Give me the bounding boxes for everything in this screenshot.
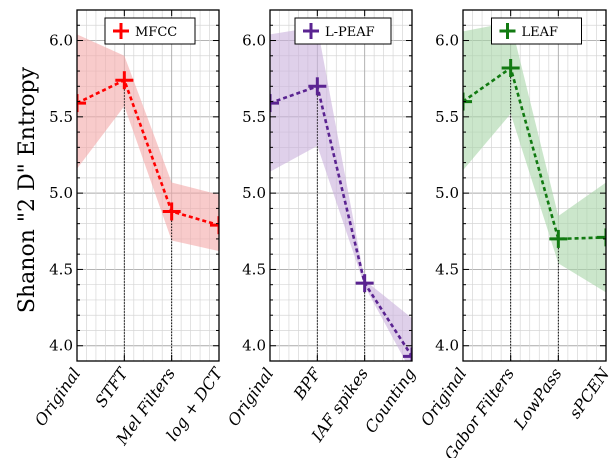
y-tick-label: 5.0 [435,184,459,202]
x-tick-label: sPCEN [565,364,610,422]
data-point [77,94,86,113]
legend: MFCC [104,17,196,45]
y-tick-label: 4.0 [242,337,266,355]
legend: LEAF [491,17,582,45]
y-tick-label: 4.5 [49,260,73,278]
y-tick-label: 5.5 [435,108,459,126]
data-point [463,92,472,111]
data-point [162,202,181,221]
axes-frame [76,9,220,362]
y-ticks [462,9,607,362]
axes-frame [269,9,413,362]
data-point [501,58,520,77]
data-point [597,228,606,247]
legend-label: MFCC [135,25,177,40]
plot-area [270,10,412,361]
plot-area [77,10,219,361]
series-line [77,78,219,227]
series-line [270,84,412,358]
y-axis-label: Shanon "2 D" Entropy [15,66,40,313]
y-tick-label: 5.0 [49,184,73,202]
y-tick-label: 4.0 [435,337,459,355]
data-point [210,216,219,235]
x-tick-label: STFT [91,363,132,411]
y-ticks [269,9,413,362]
legend-label: L-PEAF [325,25,375,40]
data-point [270,94,279,113]
data-point [549,229,568,248]
y-tick-label: 4.0 [49,337,73,355]
legend-label: LEAF [522,25,559,40]
axes-frame [462,9,607,362]
y-tick-label: 4.5 [435,260,459,278]
y-tick-label: 5.0 [242,184,266,202]
data-point [308,77,327,96]
series-line [463,65,606,241]
legend: L-PEAF [294,17,392,45]
x-tick-label: Original [417,364,471,429]
plot-area [463,10,606,361]
x-tick-label: BPF [289,364,325,404]
x-tick-label: Original [31,364,85,429]
y-tick-label: 5.5 [242,108,266,126]
y-ticks [76,9,220,362]
y-tick-label: 6.0 [435,32,459,50]
data-point [115,71,134,90]
x-tick-label: LowPass [509,364,565,433]
y-tick-label: 5.5 [49,108,73,126]
y-tick-label: 6.0 [242,32,266,50]
y-tick-label: 4.5 [242,260,266,278]
data-point [355,274,374,293]
x-tick-label: Original [224,364,278,429]
confidence-band [270,26,412,361]
data-point [403,347,412,361]
y-tick-label: 6.0 [49,32,73,50]
